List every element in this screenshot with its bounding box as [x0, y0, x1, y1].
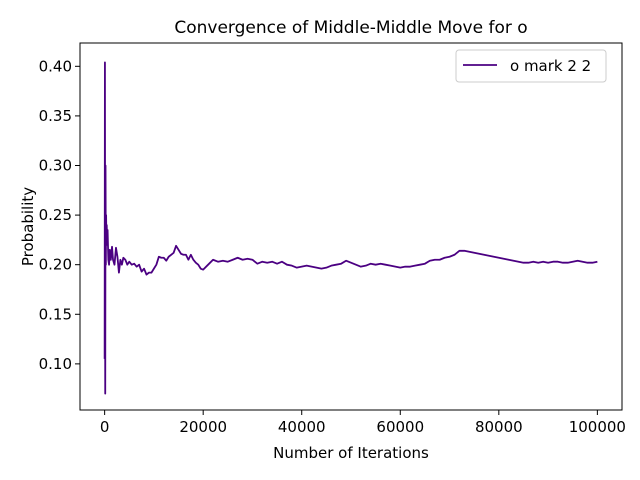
tick-group: 0 20000 40000 60000 80000 100000 0.10 0.15 0.20 0…: [39, 57, 626, 436]
x-tick-label: 100000: [569, 418, 626, 436]
y-tick-label: 0.15: [39, 305, 72, 323]
y-tick-label: 0.20: [39, 256, 72, 274]
plot-area-frame: [79, 42, 623, 411]
y-axis-label: Probability: [19, 187, 37, 266]
y-tick-label: 0.10: [39, 355, 72, 373]
y-tick-label: 0.40: [39, 57, 72, 75]
series-line-o-mark-2-2: [103, 61, 598, 395]
x-axis-label: Number of Iterations: [273, 444, 429, 462]
y-tick-label: 0.25: [39, 206, 72, 224]
chart-title: Convergence of Middle-Middle Move for o: [174, 18, 527, 38]
x-tick-label: 40000: [278, 418, 326, 436]
legend: o mark 2 2: [455, 49, 607, 83]
x-tick-label: 60000: [376, 418, 424, 436]
x-tick-label: 80000: [475, 418, 523, 436]
legend-box: [455, 49, 607, 83]
y-tick-label: 0.30: [39, 156, 72, 174]
x-tick-label: 20000: [179, 418, 227, 436]
legend-label-o-mark-2-2: o mark 2 2: [510, 57, 591, 75]
y-tick-label: 0.35: [39, 107, 72, 125]
x-tick-label: 0: [100, 418, 110, 436]
